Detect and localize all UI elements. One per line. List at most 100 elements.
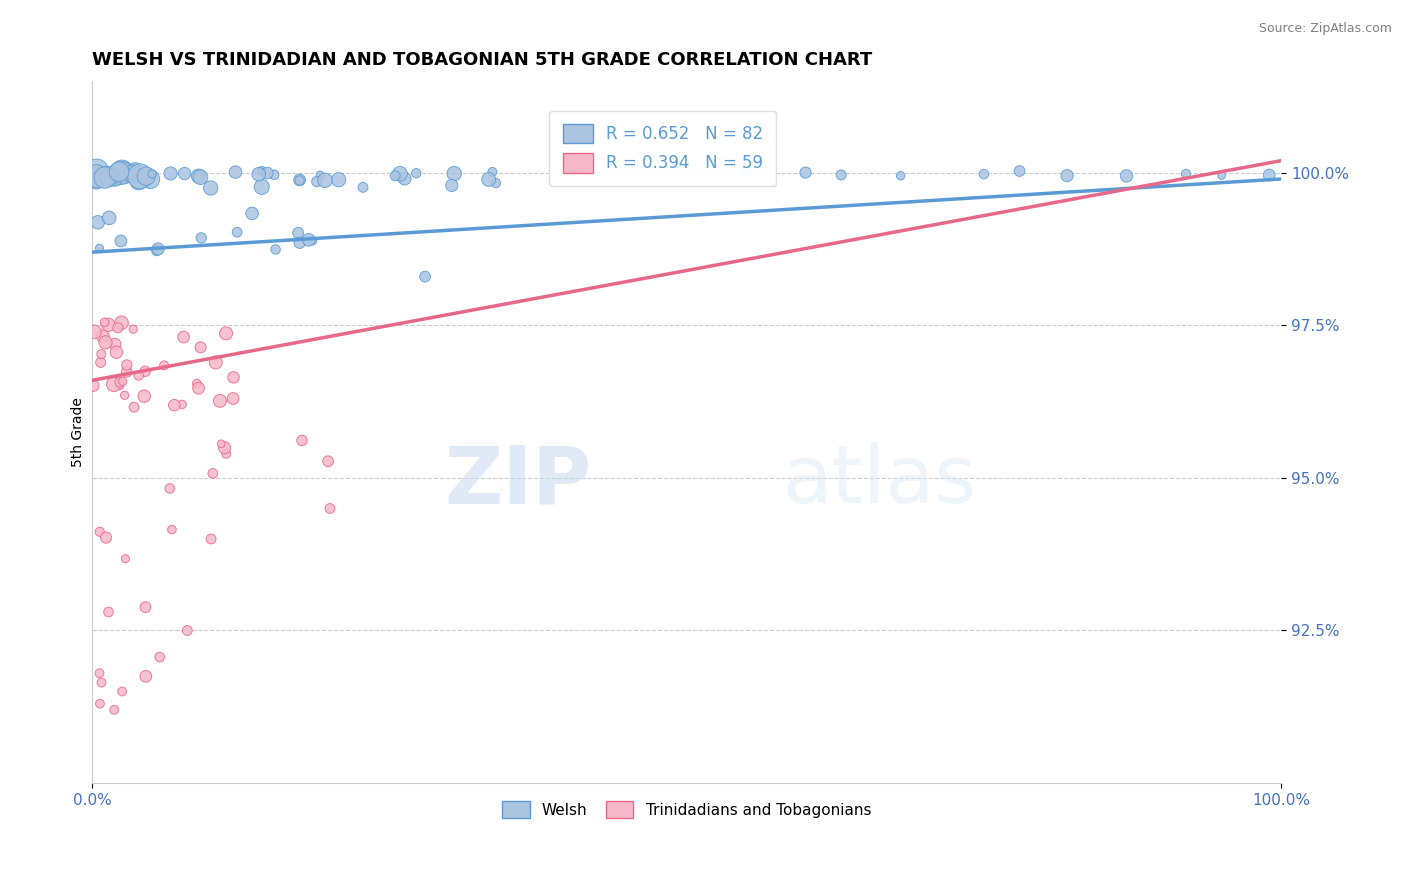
Point	[108, 375, 131, 389]
Point	[288, 173, 311, 187]
Point	[145, 244, 167, 258]
Point	[264, 243, 287, 257]
Point	[97, 169, 120, 183]
Point	[91, 329, 114, 343]
Point	[187, 169, 209, 183]
Point	[129, 169, 152, 184]
Point	[89, 241, 111, 255]
Point	[201, 467, 224, 481]
Point	[90, 347, 112, 361]
Point	[141, 167, 163, 181]
Point	[122, 400, 145, 414]
Point	[214, 441, 236, 455]
Point	[86, 173, 108, 187]
Point	[200, 181, 222, 195]
Point	[107, 168, 129, 182]
Point	[153, 359, 176, 373]
Point	[1115, 169, 1137, 183]
Point	[309, 168, 332, 182]
Point	[394, 171, 416, 186]
Point	[173, 330, 195, 344]
Point	[208, 393, 231, 408]
Point	[90, 675, 112, 690]
Point	[83, 325, 105, 339]
Point	[384, 169, 406, 183]
Text: atlas: atlas	[782, 442, 976, 520]
Point	[89, 666, 111, 681]
Point	[263, 168, 285, 182]
Point	[160, 523, 183, 537]
Point	[405, 166, 427, 180]
Point	[413, 269, 436, 284]
Point	[173, 167, 195, 181]
Point	[1258, 168, 1281, 182]
Point	[134, 364, 156, 378]
Point	[135, 669, 157, 683]
Point	[108, 379, 131, 393]
Point	[111, 166, 134, 180]
Text: ZIP: ZIP	[444, 442, 592, 520]
Point	[305, 175, 328, 189]
Point	[314, 173, 336, 187]
Point	[103, 703, 125, 717]
Point	[1008, 164, 1031, 178]
Point	[86, 163, 108, 178]
Point	[104, 172, 127, 186]
Point	[124, 163, 146, 178]
Point	[443, 167, 465, 181]
Point	[190, 231, 212, 245]
Point	[134, 389, 156, 403]
Point	[105, 345, 128, 359]
Point	[240, 206, 263, 220]
Point	[190, 170, 212, 185]
Point	[159, 482, 181, 496]
Text: Source: ZipAtlas.com: Source: ZipAtlas.com	[1258, 22, 1392, 36]
Point	[121, 167, 143, 181]
Text: WELSH VS TRINIDADIAN AND TOBAGONIAN 5TH GRADE CORRELATION CHART: WELSH VS TRINIDADIAN AND TOBAGONIAN 5TH …	[93, 51, 873, 69]
Point	[115, 365, 138, 379]
Point	[146, 242, 169, 256]
Point	[890, 169, 912, 183]
Point	[84, 169, 107, 183]
Point	[187, 381, 209, 395]
Point	[97, 318, 120, 332]
Point	[222, 392, 245, 406]
Point	[94, 531, 117, 545]
Point	[112, 169, 135, 183]
Point	[478, 172, 501, 186]
Point	[298, 233, 321, 247]
Point	[319, 501, 342, 516]
Point	[247, 167, 270, 181]
Point	[111, 375, 134, 389]
Point	[128, 368, 150, 383]
Point	[128, 175, 150, 189]
Point	[97, 605, 120, 619]
Point	[89, 697, 111, 711]
Point	[122, 322, 145, 336]
Point	[149, 650, 172, 665]
Point	[481, 165, 503, 179]
Point	[114, 551, 136, 566]
Point	[159, 166, 181, 180]
Point	[250, 164, 273, 178]
Point	[288, 173, 311, 187]
Point	[94, 335, 117, 350]
Point	[200, 532, 222, 546]
Point	[186, 376, 208, 391]
Point	[110, 316, 132, 330]
Point	[830, 168, 852, 182]
Point	[215, 447, 238, 461]
Point	[328, 172, 350, 186]
Point	[110, 234, 132, 248]
Point	[226, 225, 249, 239]
Point	[287, 226, 309, 240]
Point	[301, 234, 323, 248]
Point	[111, 164, 134, 178]
Point	[163, 398, 186, 412]
Y-axis label: 5th Grade: 5th Grade	[72, 397, 86, 467]
Point	[215, 326, 238, 341]
Point	[250, 179, 273, 194]
Point	[581, 165, 603, 179]
Point	[82, 379, 104, 393]
Point	[291, 434, 314, 448]
